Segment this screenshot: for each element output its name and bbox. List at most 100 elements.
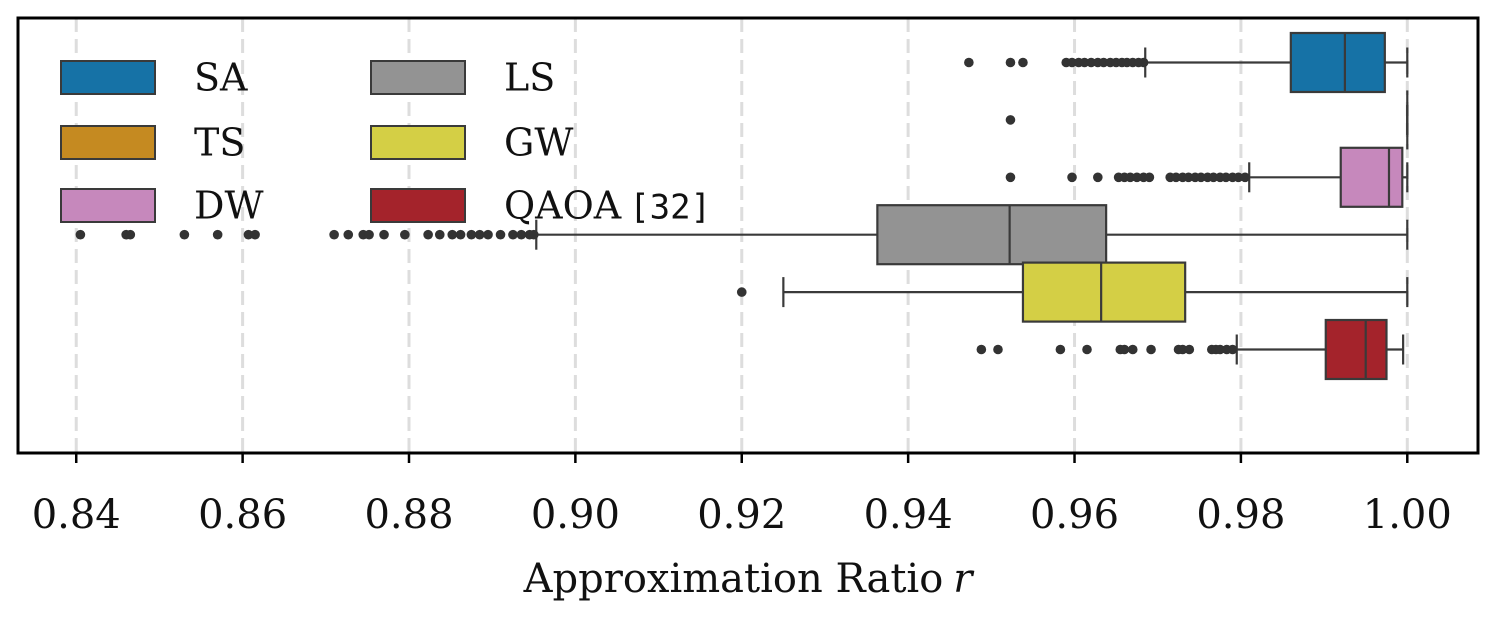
box-series-sa — [964, 31, 1409, 94]
outlier-point — [1055, 344, 1066, 355]
outlier-point — [1208, 172, 1219, 183]
outlier-point — [1177, 344, 1188, 355]
x-tick-label: 0.84 — [32, 492, 121, 538]
outlier-point — [964, 57, 974, 68]
box-series-gw — [736, 261, 1409, 323]
box-iqr — [876, 204, 1108, 266]
outlier-point — [1005, 172, 1016, 183]
outlier-point — [329, 229, 339, 240]
outlier-point — [1079, 57, 1090, 68]
outlier-point — [1144, 172, 1155, 183]
outlier-point — [1125, 172, 1136, 183]
legend-label: SA — [194, 56, 248, 100]
x-tick-label: 0.96 — [1030, 492, 1119, 538]
outlier-point — [1067, 57, 1077, 68]
legend-swatch — [60, 125, 156, 160]
outlier-point — [1005, 115, 1016, 125]
x-axis-label-variable: r — [953, 556, 975, 602]
outlier-point — [1184, 344, 1195, 355]
legend-label: QAOA [32] — [504, 184, 711, 228]
box-series-ts — [1005, 90, 1409, 150]
box-series-dw — [1005, 146, 1409, 208]
outlier-point — [508, 229, 518, 240]
outlier-point — [1215, 344, 1225, 355]
outlier-point — [212, 229, 223, 240]
outlier-point — [1196, 172, 1206, 183]
legend-item-qaoa: QAOA [32] — [370, 184, 711, 228]
outlier-point — [447, 229, 458, 240]
outlier-point — [250, 229, 260, 240]
x-tick-label: 0.94 — [864, 492, 953, 538]
outlier-point — [75, 229, 86, 240]
x-tick-label: 0.86 — [198, 492, 287, 538]
outlier-point — [1127, 344, 1138, 355]
outlier-point — [400, 229, 410, 240]
legend-swatch — [60, 60, 156, 95]
outlier-point — [736, 287, 747, 297]
outlier-point — [1067, 172, 1077, 183]
outlier-point — [466, 229, 477, 240]
outlier-point — [1086, 57, 1096, 68]
box-iqr — [1324, 318, 1388, 381]
outlier-point — [976, 344, 987, 355]
outlier-point — [1171, 172, 1181, 183]
x-axis-label-text: Approximation Ratio — [523, 556, 944, 602]
legend-label: TS — [194, 121, 245, 165]
legend-item-ts: TS — [60, 121, 245, 165]
outlier-point — [243, 229, 254, 240]
outlier-point — [125, 229, 136, 240]
legend-item-gw: GW — [370, 121, 573, 165]
outlier-point — [1221, 172, 1231, 183]
x-axis-ticks: 0.84 0.86 0.88 0.90 0.92 0.94 0.96 0.98 1.00 — [32, 453, 1452, 538]
legend-swatch — [370, 60, 466, 95]
outlier-point — [1018, 57, 1028, 68]
outlier-point — [364, 229, 374, 240]
outlier-point — [993, 344, 1003, 355]
outlier-point — [516, 229, 527, 240]
outlier-point — [455, 229, 466, 240]
box-series-group — [75, 31, 1409, 381]
outlier-point — [379, 229, 389, 240]
box-series-ls — [75, 204, 1409, 266]
box-iqr — [1021, 261, 1187, 323]
outlier-point — [1119, 344, 1130, 355]
outlier-point — [495, 229, 506, 240]
outlier-point — [483, 229, 493, 240]
legend-swatch — [370, 188, 466, 223]
box-series-qaoa — [976, 318, 1405, 381]
x-axis-label: Approximation Ratio r — [523, 556, 976, 602]
x-tick-label: 1.00 — [1363, 492, 1452, 538]
outlier-point — [474, 229, 485, 240]
legend-swatch — [60, 188, 156, 223]
outlier-point — [423, 229, 433, 240]
outlier-point — [1227, 344, 1238, 355]
legend-item-dw: DW — [60, 184, 264, 228]
x-tick-label: 0.90 — [531, 492, 620, 538]
legend-label: GW — [504, 121, 573, 165]
x-tick-label: 0.88 — [364, 492, 453, 538]
legend-item-sa: SA — [60, 56, 248, 100]
legend-citation: [32] — [629, 188, 711, 228]
outlier-point — [1146, 344, 1156, 355]
legend-item-ls: LS — [370, 56, 555, 100]
outlier-point — [1093, 172, 1103, 183]
outlier-point — [1183, 172, 1194, 183]
legend: SA TS DW LS GW QAOA [32] — [60, 56, 711, 228]
legend-label: DW — [194, 184, 264, 228]
outlier-point — [528, 229, 539, 240]
outlier-point — [179, 229, 190, 240]
outlier-point — [1138, 57, 1149, 68]
outlier-point — [1132, 172, 1142, 183]
x-tick-label: 0.92 — [697, 492, 786, 538]
outlier-point — [1005, 57, 1016, 68]
legend-label: LS — [504, 56, 555, 100]
box-iqr — [1289, 31, 1386, 94]
outlier-point — [1233, 172, 1244, 183]
plot-frame — [16, 16, 1480, 455]
x-tick-label: 0.98 — [1196, 492, 1285, 538]
outlier-point — [343, 229, 354, 240]
legend-swatch — [370, 125, 466, 160]
outlier-point — [1098, 57, 1109, 68]
